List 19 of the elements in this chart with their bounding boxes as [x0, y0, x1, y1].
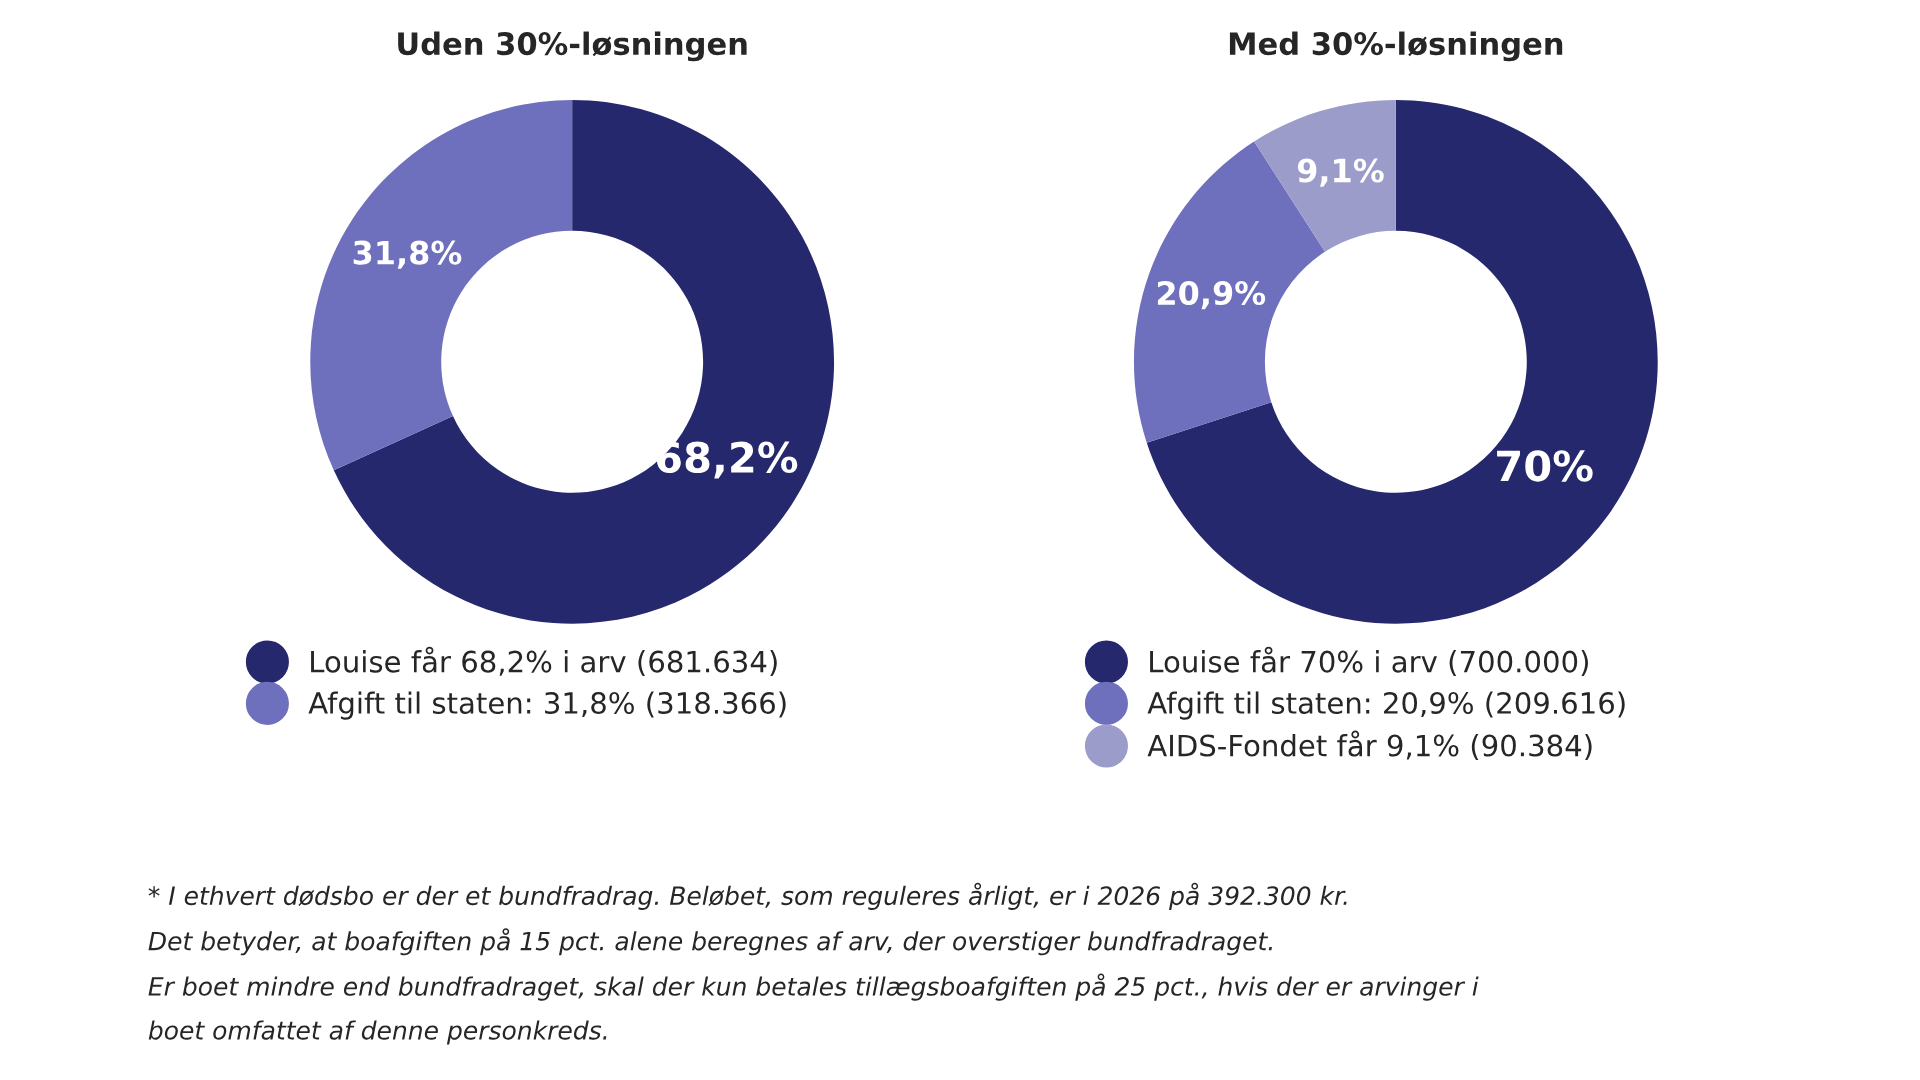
chart-title: Uden 30%-løsningen	[398, 31, 747, 62]
donut-slice	[333, 99, 835, 624]
legend-label: Louise får 68,2% i arv (681.634)	[311, 646, 777, 677]
donut-slice	[1254, 99, 1396, 252]
donut-slice	[310, 99, 573, 471]
data-label: 31,8%	[353, 240, 462, 269]
text: Det betyder, at boafgiften på 15 pct. alene beregnes af arv, der overstiger bundfradraget.	[148, 928, 1272, 956]
text: Er boet mindre end bundfradraget, skal der kun betales tillægsboafgiften på 25 pct., hvis der er arvinger i	[148, 973, 1479, 1001]
legend-label: AIDS-Fondet får 9,1% (90.384)	[1147, 730, 1592, 761]
legend-label: Afgift til staten: 31,8% (318.366)	[308, 691, 786, 720]
text: boet omfattet af denne personkreds.	[148, 1020, 607, 1045]
legend-label: Afgift til staten: 20,9% (209.616)	[1147, 691, 1625, 720]
legend-label: Louise får 70% i arv (700.000)	[1150, 646, 1588, 677]
text: * I ethvert dødsbo er der et bundfradrag. Beløbet, som reguleres årligt, er i 2026 på 392.300 kr.	[148, 882, 1347, 910]
data-label: 9,1%	[1297, 158, 1384, 187]
data-label: 20,9%	[1157, 280, 1266, 310]
donut-slice	[1146, 99, 1658, 624]
chart-title: Med 30%-løsningen	[1229, 31, 1563, 62]
data-label: 70%	[1497, 450, 1593, 482]
